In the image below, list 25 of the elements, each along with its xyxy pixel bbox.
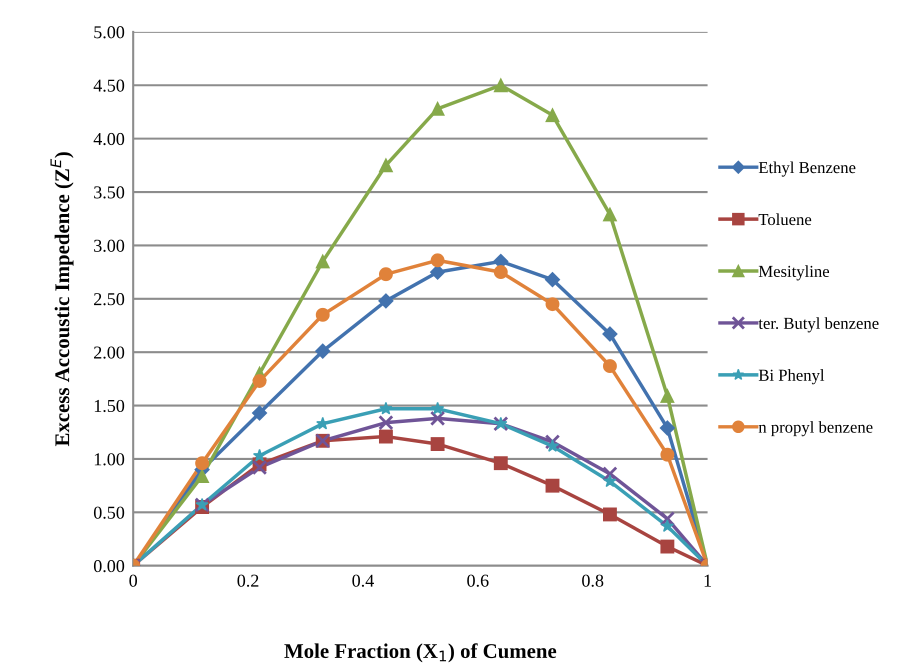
x-axis-title: Mole Fraction (X$_{1}$) of Cumene [284,643,556,662]
y-tick-label: 1.00 [94,453,124,466]
y-tick-label: 4.00 [94,132,124,146]
y-tick-label: 3.50 [94,186,124,199]
y-tick-label: 0.50 [94,506,124,519]
x-tick-label: 1 [704,574,712,587]
y-tick-label: 5.00 [94,26,124,38]
x-tick-label: 0.8 [582,574,604,587]
y-tick-label: 2.50 [94,293,124,306]
y-tick-label: 1.50 [94,400,124,412]
legend-label: n propyl benzene [758,421,873,436]
legend-label: Toluene [758,213,812,226]
legend-label: Bi Phenyl [758,369,824,384]
y-axis-title: Excess Accoustic Impedence (Z$^{E}$) [50,152,74,446]
legend-label: ter. Butyl benzene [758,317,879,332]
y-tick-label: 3.00 [94,240,124,252]
x-tick-label: 0 [129,574,138,587]
y-tick-label: 4.50 [94,80,124,92]
y-tick-label: 2.00 [94,346,124,359]
legend-label: Mesityline [758,265,830,280]
x-tick-label: 0.6 [467,574,489,587]
y-tick-label: 0.00 [94,560,124,572]
x-tick-label: 0.4 [352,574,374,587]
legend-label: Ethyl Benzene [758,161,856,177]
x-tick-label: 0.2 [237,574,258,587]
